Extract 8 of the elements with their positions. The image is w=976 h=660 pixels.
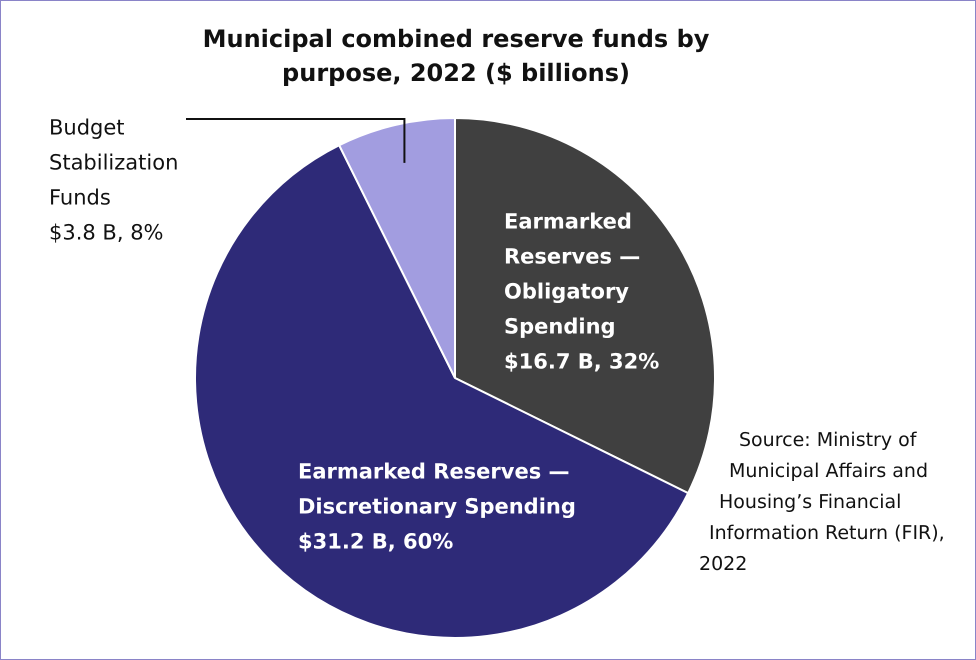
data-label: $16.7 B, 32%	[504, 349, 660, 374]
slice-label: Budget Stabilization Funds	[49, 115, 178, 210]
slice-label: Earmarked Reserves — Discretionary Spending	[298, 459, 576, 518]
data-label: $3.8 B, 8%	[49, 220, 164, 244]
slice-label: Earmarked Reserves — Obligatory Spending	[504, 209, 640, 338]
data-label: $31.2 B, 60%	[298, 529, 454, 554]
source-note: Source: Ministry of Municipal Affairs and Housing’s Financial Information Return (FIR), 2022	[699, 428, 945, 575]
chart-title: Municipal combined reserve funds by purpose, 2022 ($ billions)	[202, 25, 710, 88]
